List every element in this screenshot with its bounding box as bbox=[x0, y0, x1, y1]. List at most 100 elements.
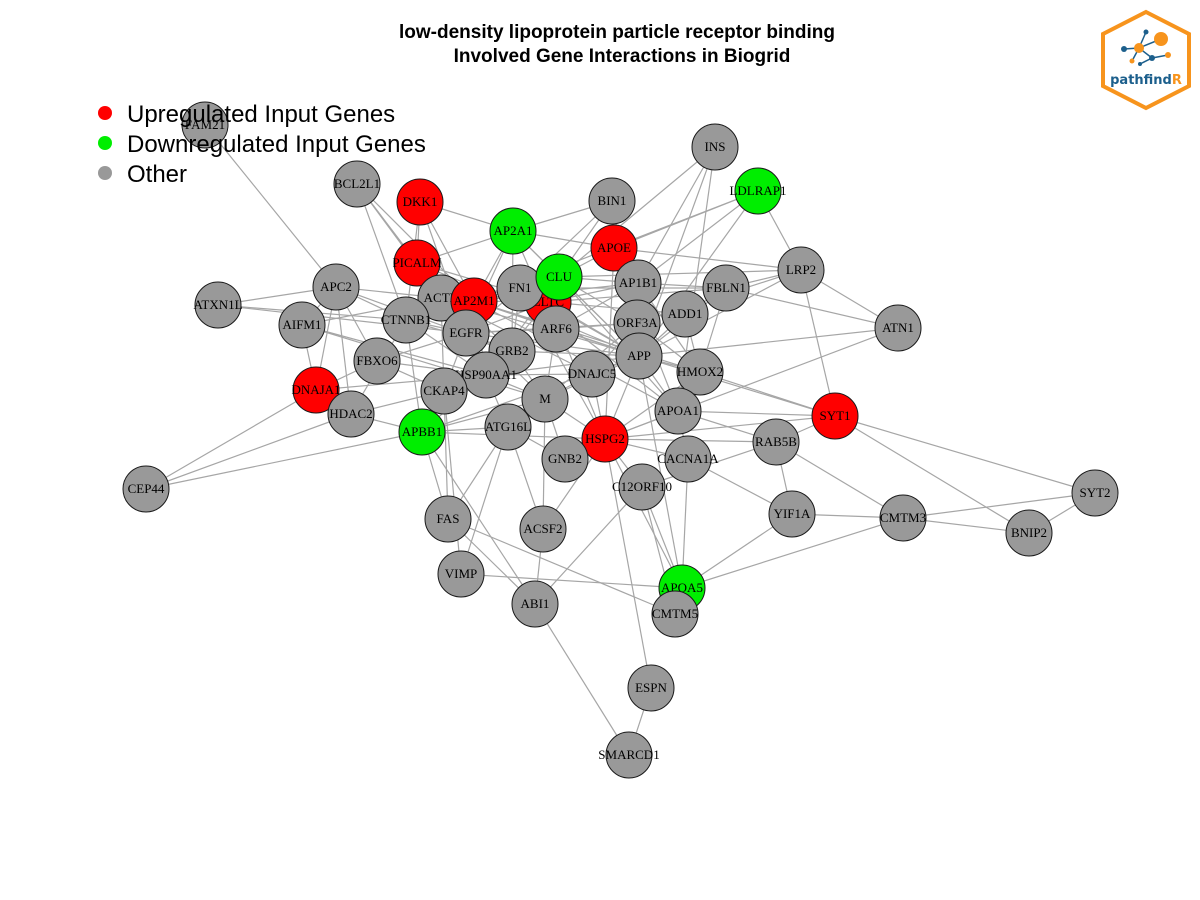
node-circle-ins[interactable] bbox=[691, 123, 739, 171]
node-m[interactable]: M bbox=[521, 375, 569, 423]
node-circle-apoe[interactable] bbox=[590, 224, 638, 272]
node-circle-yif1a[interactable] bbox=[768, 490, 816, 538]
node-circle-bnip2[interactable] bbox=[1005, 509, 1053, 557]
node-smarcd1[interactable]: SMARCD1 bbox=[598, 731, 660, 779]
node-atxn1l[interactable]: ATXN1L bbox=[193, 281, 243, 329]
node-circle-arf6[interactable] bbox=[532, 305, 580, 353]
node-gnb2[interactable]: GNB2 bbox=[541, 435, 589, 483]
node-apoa1[interactable]: APOA1 bbox=[654, 387, 702, 435]
node-circle-c12orf10[interactable] bbox=[618, 463, 666, 511]
node-abi1[interactable]: ABI1 bbox=[511, 580, 559, 628]
node-espn[interactable]: ESPN bbox=[627, 664, 675, 712]
node-acsf2[interactable]: ACSF2 bbox=[519, 505, 567, 553]
node-circle-add1[interactable] bbox=[661, 290, 709, 338]
node-circle-fbxo6[interactable] bbox=[353, 337, 401, 385]
node-circle-bcl2l1[interactable] bbox=[333, 160, 381, 208]
node-fas[interactable]: FAS bbox=[424, 495, 472, 543]
node-circle-atxn1l[interactable] bbox=[194, 281, 242, 329]
node-circle-clu[interactable] bbox=[535, 253, 583, 301]
node-vimp[interactable]: VIMP bbox=[437, 550, 485, 598]
node-circle-aifm1[interactable] bbox=[278, 301, 326, 349]
node-hmox2[interactable]: HMOX2 bbox=[676, 348, 724, 396]
node-circle-fam21[interactable] bbox=[181, 101, 229, 149]
node-orf3a[interactable]: ORF3A bbox=[613, 299, 661, 347]
node-aifm1[interactable]: AIFM1 bbox=[278, 301, 326, 349]
node-arf6[interactable]: ARF6 bbox=[532, 305, 580, 353]
node-circle-gnb2[interactable] bbox=[541, 435, 589, 483]
node-egfr[interactable]: EGFR bbox=[442, 309, 490, 357]
node-circle-hmox2[interactable] bbox=[676, 348, 724, 396]
node-hdac2[interactable]: HDAC2 bbox=[327, 390, 375, 438]
node-ap2a1[interactable]: AP2A1 bbox=[489, 207, 537, 255]
node-app[interactable]: APP bbox=[615, 332, 663, 380]
node-circle-atg16l[interactable] bbox=[484, 403, 532, 451]
node-ctnnb1[interactable]: CTNNB1 bbox=[381, 296, 432, 344]
node-circle-apoa1[interactable] bbox=[654, 387, 702, 435]
node-cep44[interactable]: CEP44 bbox=[122, 465, 170, 513]
node-circle-syt1[interactable] bbox=[811, 392, 859, 440]
node-clu[interactable]: CLU bbox=[535, 253, 583, 301]
node-circle-syt2[interactable] bbox=[1071, 469, 1119, 517]
node-bnip2[interactable]: BNIP2 bbox=[1005, 509, 1053, 557]
node-circle-cmtm5[interactable] bbox=[651, 590, 699, 638]
node-cmtm3[interactable]: CMTM3 bbox=[879, 494, 927, 542]
node-circle-smarcd1[interactable] bbox=[605, 731, 653, 779]
node-lrp2[interactable]: LRP2 bbox=[777, 246, 825, 294]
node-circle-egfr[interactable] bbox=[442, 309, 490, 357]
node-rab5b[interactable]: RAB5B bbox=[752, 418, 800, 466]
node-yif1a[interactable]: YIF1A bbox=[768, 490, 816, 538]
node-circle-dnajc5[interactable] bbox=[568, 350, 616, 398]
node-hsp90aa1[interactable]: HSP90AA1 bbox=[455, 351, 517, 399]
node-circle-fbln1[interactable] bbox=[702, 264, 750, 312]
node-fam21[interactable]: FAM21 bbox=[181, 101, 229, 149]
node-circle-dnaja1[interactable] bbox=[292, 366, 340, 414]
node-picalm[interactable]: PICALM bbox=[392, 239, 442, 287]
node-bin1[interactable]: BIN1 bbox=[588, 177, 636, 225]
node-circle-m[interactable] bbox=[521, 375, 569, 423]
node-circle-espn[interactable] bbox=[627, 664, 675, 712]
node-circle-cmtm3[interactable] bbox=[879, 494, 927, 542]
node-circle-vimp[interactable] bbox=[437, 550, 485, 598]
node-ckap4[interactable]: CKAP4 bbox=[420, 367, 468, 415]
node-circle-dkk1[interactable] bbox=[396, 178, 444, 226]
node-circle-fas[interactable] bbox=[424, 495, 472, 543]
node-circle-ckap4[interactable] bbox=[420, 367, 468, 415]
node-circle-ap2a1[interactable] bbox=[489, 207, 537, 255]
node-circle-hsp90aa1[interactable] bbox=[462, 351, 510, 399]
node-circle-apbb1[interactable] bbox=[398, 408, 446, 456]
node-dnajc5[interactable]: DNAJC5 bbox=[568, 350, 616, 398]
node-ldlrap1[interactable]: LDLRAP1 bbox=[729, 167, 787, 215]
node-cmtm5[interactable]: CMTM5 bbox=[651, 590, 699, 638]
node-bcl2l1[interactable]: BCL2L1 bbox=[333, 160, 381, 208]
node-circle-atn1[interactable] bbox=[874, 304, 922, 352]
node-circle-picalm[interactable] bbox=[393, 239, 441, 287]
node-cacna1a[interactable]: CACNA1A bbox=[657, 435, 719, 483]
node-apbb1[interactable]: APBB1 bbox=[398, 408, 446, 456]
node-circle-abi1[interactable] bbox=[511, 580, 559, 628]
node-apoe[interactable]: APOE bbox=[590, 224, 638, 272]
node-circle-lrp2[interactable] bbox=[777, 246, 825, 294]
node-fn1[interactable]: FN1 bbox=[496, 264, 544, 312]
node-circle-hspg2[interactable] bbox=[581, 415, 629, 463]
node-circle-cep44[interactable] bbox=[122, 465, 170, 513]
node-ins[interactable]: INS bbox=[691, 123, 739, 171]
node-atn1[interactable]: ATN1 bbox=[874, 304, 922, 352]
node-circle-bin1[interactable] bbox=[588, 177, 636, 225]
node-syt2[interactable]: SYT2 bbox=[1071, 469, 1119, 517]
node-dnaja1[interactable]: DNAJA1 bbox=[291, 366, 341, 414]
node-syt1[interactable]: SYT1 bbox=[811, 392, 859, 440]
node-fbxo6[interactable]: FBXO6 bbox=[353, 337, 401, 385]
node-circle-cacna1a[interactable] bbox=[664, 435, 712, 483]
node-circle-ldlrap1[interactable] bbox=[734, 167, 782, 215]
node-c12orf10[interactable]: C12ORF10 bbox=[612, 463, 672, 511]
node-apc2[interactable]: APC2 bbox=[312, 263, 360, 311]
node-circle-hdac2[interactable] bbox=[327, 390, 375, 438]
node-atg16l[interactable]: ATG16L bbox=[484, 403, 532, 451]
node-circle-rab5b[interactable] bbox=[752, 418, 800, 466]
node-circle-ctnnb1[interactable] bbox=[382, 296, 430, 344]
node-dkk1[interactable]: DKK1 bbox=[396, 178, 444, 226]
node-hspg2[interactable]: HSPG2 bbox=[581, 415, 629, 463]
node-circle-acsf2[interactable] bbox=[519, 505, 567, 553]
node-fbln1[interactable]: FBLN1 bbox=[702, 264, 750, 312]
node-add1[interactable]: ADD1 bbox=[661, 290, 709, 338]
